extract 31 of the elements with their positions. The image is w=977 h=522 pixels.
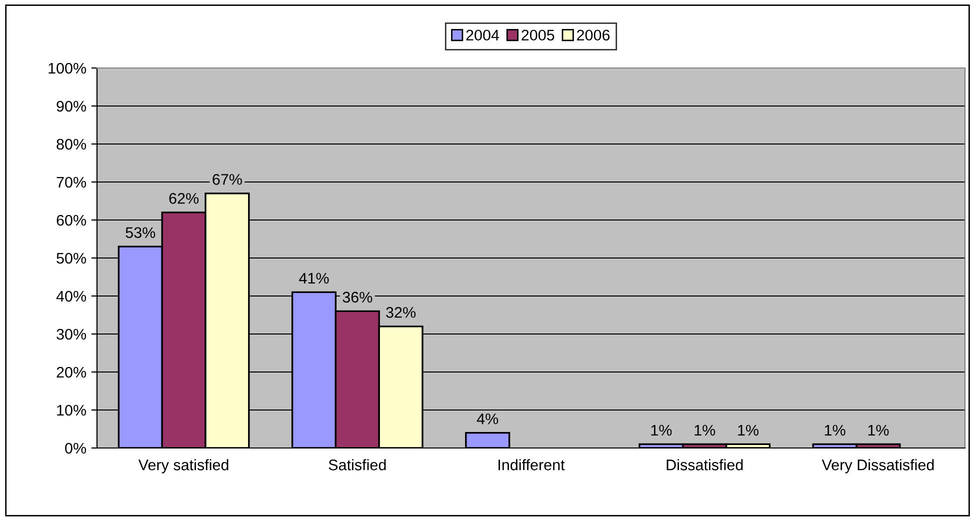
legend-label: 2006 <box>577 30 610 41</box>
y-tick-label: 40% <box>56 290 86 302</box>
y-tick-label: 100% <box>48 62 86 74</box>
data-label: 32% <box>386 307 416 318</box>
x-tick-label: Satisfied <box>328 459 386 470</box>
data-label: 1% <box>694 424 716 436</box>
data-label: 53% <box>126 227 156 238</box>
legend-label: 2005 <box>522 30 554 41</box>
y-tick-label: 60% <box>56 214 86 226</box>
y-tick-label: 50% <box>56 252 86 264</box>
data-label: 1% <box>824 424 846 436</box>
data-label: 1% <box>738 424 758 436</box>
x-tick-label: Very Dissatisfied <box>822 459 934 474</box>
data-label: 41% <box>299 272 329 284</box>
x-tick-label: Indifferent <box>498 459 565 470</box>
y-tick-label: 30% <box>56 328 86 340</box>
x-tick-label: Very satisfied <box>138 459 228 474</box>
data-label: 4% <box>476 413 498 424</box>
y-tick-label: 20% <box>56 366 86 378</box>
x-tick-label: Dissatisfied <box>666 459 743 470</box>
y-tick-label: 70% <box>56 176 86 188</box>
data-label: 67% <box>212 174 242 185</box>
y-tick-label: 80% <box>56 138 86 150</box>
y-tick-label: 0% <box>65 442 86 454</box>
data-label: 62% <box>169 193 199 204</box>
data-label: 1% <box>868 424 889 436</box>
legend-label: 2004 <box>466 30 500 41</box>
y-tick-label: 90% <box>56 100 86 112</box>
y-tick-label: 10% <box>57 404 86 416</box>
data-label: 1% <box>651 424 672 436</box>
data-label: 36% <box>342 292 372 303</box>
